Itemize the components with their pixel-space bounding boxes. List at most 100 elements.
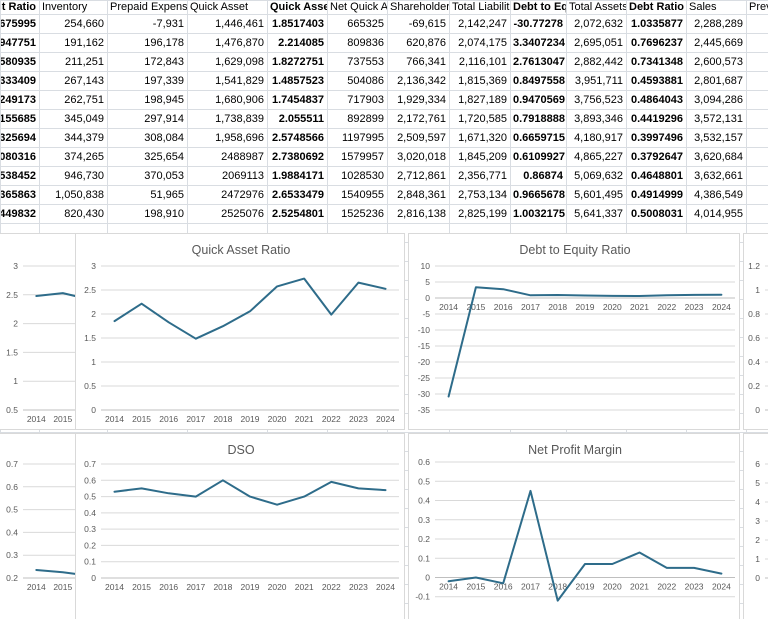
table-cell[interactable]: 325694: [0, 128, 40, 148]
table-cell[interactable]: 1,929,334: [387, 90, 450, 110]
table-cell[interactable]: 0.7696237: [626, 33, 687, 53]
table-cell[interactable]: 344,379: [39, 128, 108, 148]
table-cell[interactable]: 080316: [0, 147, 40, 167]
table-cell[interactable]: [746, 147, 768, 167]
table-cell[interactable]: 3,572,131: [686, 109, 747, 129]
table-cell[interactable]: 0.4914999: [626, 185, 687, 205]
table-cell[interactable]: 254,660: [39, 14, 108, 34]
table-cell[interactable]: 2,072,632: [566, 14, 627, 34]
table-cell[interactable]: 1.0335877: [626, 14, 687, 34]
table-cell[interactable]: [746, 90, 768, 110]
table-cell[interactable]: 3,893,346: [566, 109, 627, 129]
table-cell[interactable]: 538452: [0, 166, 40, 186]
table-cell[interactable]: 2,172,761: [387, 109, 450, 129]
table-cell[interactable]: [746, 109, 768, 129]
table-cell[interactable]: [746, 14, 768, 34]
table-cell[interactable]: 2,445,669: [686, 33, 747, 53]
quick-asset-ratio-chart[interactable]: 3 2.5 2 1.5 1 0.5 0 2014 2015 2016 2017 2018 2019 202…: [75, 233, 405, 430]
table-cell[interactable]: 737553: [327, 52, 388, 72]
table-cell[interactable]: 0.3792647: [626, 147, 687, 167]
table-cell[interactable]: 2,356,771: [449, 166, 511, 186]
table-cell[interactable]: 2,136,342: [387, 71, 450, 91]
table-cell[interactable]: 4,386,549: [686, 185, 747, 205]
table-cell[interactable]: 297,914: [107, 109, 188, 129]
table-cell[interactable]: 197,339: [107, 71, 188, 91]
table-cell[interactable]: 267,143: [39, 71, 108, 91]
table-cell[interactable]: 2.7380692: [267, 147, 328, 167]
table-cell[interactable]: [746, 33, 768, 53]
table-cell[interactable]: 198,910: [107, 204, 188, 224]
table-cell[interactable]: 0.8497558: [510, 71, 567, 91]
table-cell[interactable]: 3,620,684: [686, 147, 747, 167]
table-cell[interactable]: 1,671,320: [449, 128, 511, 148]
column-header[interactable]: Prev: [746, 0, 768, 15]
table-cell[interactable]: 1525236: [327, 204, 388, 224]
table-cell[interactable]: 2,288,289: [686, 14, 747, 34]
table-cell[interactable]: 155685: [0, 109, 40, 129]
table-cell[interactable]: 1,815,369: [449, 71, 511, 91]
table-cell[interactable]: 449832: [0, 204, 40, 224]
table-cell[interactable]: 5,069,632: [566, 166, 627, 186]
column-header[interactable]: Net Quick As: [327, 0, 388, 15]
table-cell[interactable]: 1197995: [327, 128, 388, 148]
table-cell[interactable]: 196,178: [107, 33, 188, 53]
table-cell[interactable]: 675995: [0, 14, 40, 34]
table-cell[interactable]: 504086: [327, 71, 388, 91]
table-cell[interactable]: 1,050,838: [39, 185, 108, 205]
table-cell[interactable]: 2488987: [187, 147, 268, 167]
table-cell[interactable]: 0.4593881: [626, 71, 687, 91]
table-cell[interactable]: 2,116,101: [449, 52, 511, 72]
table-cell[interactable]: 0.5008031: [626, 204, 687, 224]
table-cell[interactable]: 2.214085: [267, 33, 328, 53]
net-profit-margin-chart[interactable]: 0.6 0.5 0.4 0.3 0.2 0.1 0 -0.1 2014 2015 2016 2017 2…: [408, 433, 740, 619]
table-cell[interactable]: 0.4419296: [626, 109, 687, 129]
table-cell[interactable]: 2.055511: [267, 109, 328, 129]
table-cell[interactable]: 1,541,829: [187, 71, 268, 91]
table-cell[interactable]: 665325: [327, 14, 388, 34]
table-cell[interactable]: 262,751: [39, 90, 108, 110]
table-cell[interactable]: 0.7918888: [510, 109, 567, 129]
table-cell[interactable]: 3,756,523: [566, 90, 627, 110]
table-cell[interactable]: 1.8517403: [267, 14, 328, 34]
table-cell[interactable]: 370,053: [107, 166, 188, 186]
table-cell[interactable]: 0.9665678: [510, 185, 567, 205]
table-cell[interactable]: 51,965: [107, 185, 188, 205]
table-cell[interactable]: 1.0032175: [510, 204, 567, 224]
table-cell[interactable]: 0.9470569: [510, 90, 567, 110]
table-cell[interactable]: 1.4857523: [267, 71, 328, 91]
table-cell[interactable]: 4,014,955: [686, 204, 747, 224]
partial-top-right-chart[interactable]: 1.2 1 0.8 0.6 0.4 0.2 0: [743, 233, 768, 430]
table-cell[interactable]: 2.6533479: [267, 185, 328, 205]
table-cell[interactable]: 333409: [0, 71, 40, 91]
table-cell[interactable]: 2,142,247: [449, 14, 511, 34]
table-cell[interactable]: 1579957: [327, 147, 388, 167]
table-cell[interactable]: [746, 166, 768, 186]
table-cell[interactable]: 2,074,175: [449, 33, 511, 53]
table-cell[interactable]: 0.6109927: [510, 147, 567, 167]
table-cell[interactable]: 4,865,227: [566, 147, 627, 167]
table-cell[interactable]: 0.4864043: [626, 90, 687, 110]
table-cell[interactable]: 2,509,597: [387, 128, 450, 148]
table-cell[interactable]: 2525076: [187, 204, 268, 224]
table-cell[interactable]: 1.8272751: [267, 52, 328, 72]
table-cell[interactable]: 3,094,286: [686, 90, 747, 110]
column-header[interactable]: Total Liabilitie: [449, 0, 511, 15]
column-header[interactable]: Debt Ratio: [626, 0, 687, 15]
table-cell[interactable]: 1,827,189: [449, 90, 511, 110]
table-cell[interactable]: 0.4648801: [626, 166, 687, 186]
column-header[interactable]: Debt to Equi: [510, 0, 567, 15]
table-cell[interactable]: 325,654: [107, 147, 188, 167]
table-cell[interactable]: 0.3997496: [626, 128, 687, 148]
table-cell[interactable]: -69,615: [387, 14, 450, 34]
table-cell[interactable]: 3,532,157: [686, 128, 747, 148]
table-cell[interactable]: 1,680,906: [187, 90, 268, 110]
table-cell[interactable]: 365863: [0, 185, 40, 205]
table-cell[interactable]: 0.7341348: [626, 52, 687, 72]
dso-chart[interactable]: 0.7 0.6 0.5 0.4 0.3 0.2 0.1 0 2014 2015 2016 2017 20…: [75, 433, 405, 619]
table-cell[interactable]: 374,265: [39, 147, 108, 167]
table-cell[interactable]: 198,945: [107, 90, 188, 110]
table-cell[interactable]: 2,801,687: [686, 71, 747, 91]
table-cell[interactable]: 1,958,696: [187, 128, 268, 148]
table-cell[interactable]: 172,843: [107, 52, 188, 72]
table-cell[interactable]: 1,720,585: [449, 109, 511, 129]
